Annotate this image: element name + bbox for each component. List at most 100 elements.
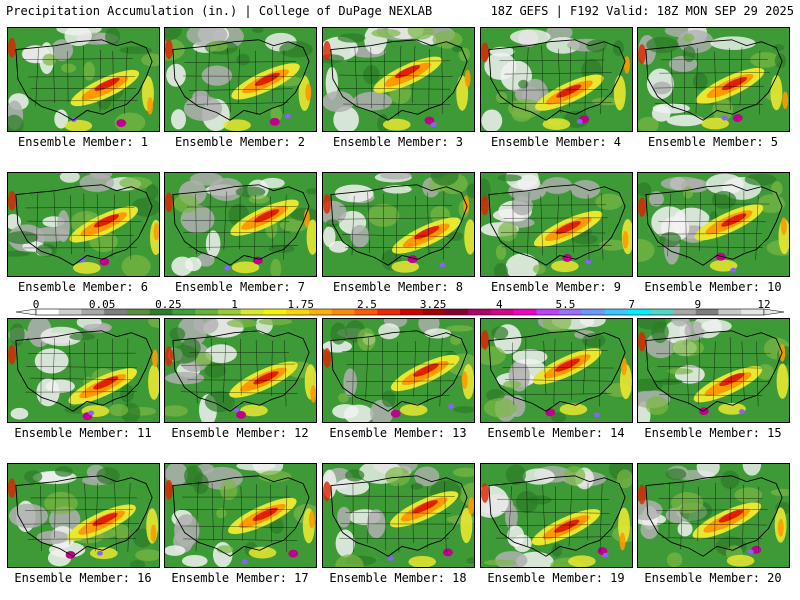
colorbar-right-arrow [763,308,785,316]
colorbar-segment [445,309,469,315]
precip-map [8,28,159,131]
colorbar-segment [263,309,287,315]
panel-caption: Ensemble Member: 12 [171,426,309,440]
colorbar-segment [604,309,628,315]
header-run-info: 18Z GEFS | F192 Valid: 18Z MON SEP 29 20… [490,4,794,18]
precip-map [481,173,632,276]
colorbar-segment [309,309,333,315]
precip-map [638,173,789,276]
panel-caption: Ensemble Member: 13 [329,426,467,440]
colorbar-segment [536,309,560,315]
colorbar-tick-label: 5.5 [555,298,576,311]
precip-map [8,319,159,422]
map-panel-3 [322,27,475,132]
colorbar-segment [468,309,492,315]
panel-caption: Ensemble Member: 3 [332,135,464,149]
map-panel-9 [480,172,633,277]
map-panel-16 [7,463,160,568]
precip-map [481,319,632,422]
panel-caption: Ensemble Member: 14 [487,426,625,440]
precip-map [165,464,316,567]
map-panel-17 [164,463,317,568]
panel-caption: Ensemble Member: 5 [647,135,779,149]
colorbar-segment [673,309,697,315]
colorbar-segment [377,309,401,315]
map-panel-19 [480,463,633,568]
colorbar-segment [127,309,151,315]
precip-map [638,28,789,131]
map-panel-14 [480,318,633,423]
colorbar-segment [58,309,82,315]
colorbar-tick-label: 3.25 [419,298,447,311]
map-panel-4 [480,27,633,132]
panel-caption: Ensemble Member: 7 [174,280,306,294]
colorbar-tick-label: 1 [231,298,238,311]
colorbar-tick-label: 7 [628,298,635,311]
colorbar-segment [491,309,515,315]
map-panel-6 [7,172,160,277]
colorbar-tick-label: 1.75 [287,298,314,311]
map-panel-18 [322,463,475,568]
panel-caption: Ensemble Member: 11 [14,426,152,440]
colorbar-segment [286,309,310,315]
precip-map [165,319,316,422]
precip-map [323,173,474,276]
colorbar-segment [400,309,424,315]
colorbar-segment [195,309,219,315]
colorbar-segment [627,309,651,315]
precip-map [481,464,632,567]
colorbar-tick-label: 4 [495,298,503,311]
colorbar-segment [695,309,719,315]
map-panel-1 [7,27,160,132]
colorbar-segment [718,309,742,315]
precip-map [8,464,159,567]
map-panel-10 [637,172,790,277]
colorbar-segment [422,309,446,315]
panel-caption: Ensemble Member: 8 [332,280,464,294]
map-panel-15 [637,318,790,423]
panel-caption: Ensemble Member: 6 [17,280,149,294]
map-panel-7 [164,172,317,277]
precip-map [638,319,789,422]
colorbar-segment [149,309,173,315]
precip-map [165,173,316,276]
panel-caption: Ensemble Member: 10 [644,280,782,294]
colorbar-segment [172,309,196,315]
colorbar-segment [354,309,378,315]
colorbar-tick-label: 12 [757,298,771,311]
colorbar-segment [218,309,242,315]
colorbar-segment [559,309,583,315]
panel-caption: Ensemble Member: 2 [174,135,306,149]
panel-caption: Ensemble Member: 19 [487,571,625,585]
colorbar [15,308,785,316]
colorbar-segment [741,309,765,315]
precip-map [165,28,316,131]
colorbar-segment [240,309,264,315]
panel-caption: Ensemble Member: 15 [644,426,782,440]
colorbar-tick-label: 0.05 [88,298,116,311]
colorbar-segment [36,309,60,315]
precip-map [323,28,474,131]
map-panel-8 [322,172,475,277]
precip-map [638,464,789,567]
colorbar-tick-label: 0.25 [155,298,182,311]
colorbar-segment [81,309,105,315]
header-title: Precipitation Accumulation (in.) | Colle… [6,4,433,18]
panel-caption: Ensemble Member: 20 [644,571,782,585]
map-panel-11 [7,318,160,423]
panel-caption: Ensemble Member: 16 [14,571,152,585]
colorbar-segment [104,309,128,315]
colorbar-segment [582,309,606,315]
precip-map [8,173,159,276]
panel-caption: Ensemble Member: 4 [490,135,622,149]
colorbar-tick-label: 2.5 [356,298,377,311]
colorbar-segment [650,309,674,315]
map-panel-5 [637,27,790,132]
panel-caption: Ensemble Member: 1 [17,135,149,149]
map-panel-2 [164,27,317,132]
precip-map [323,319,474,422]
map-panel-12 [164,318,317,423]
colorbar-tick-label: 0 [32,298,40,311]
colorbar-tick-label: 9 [694,298,702,311]
map-panel-13 [322,318,475,423]
